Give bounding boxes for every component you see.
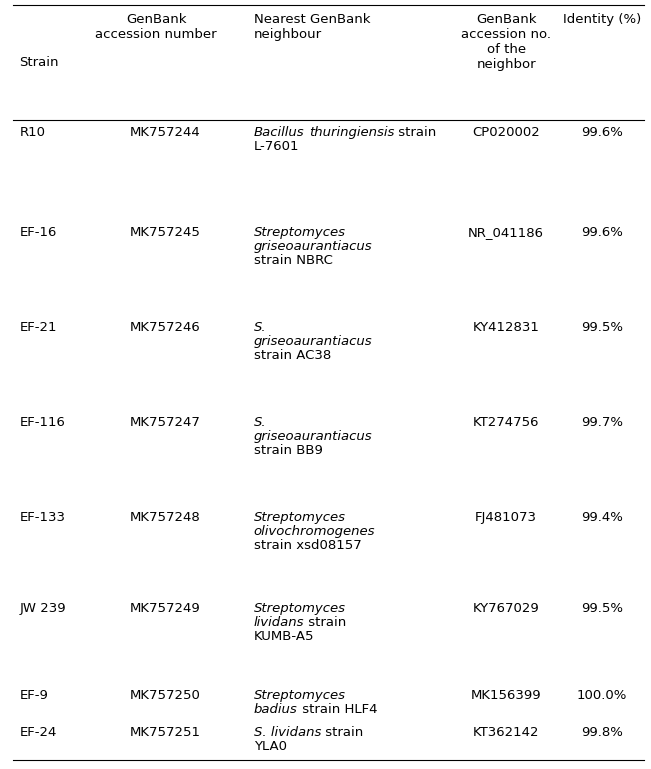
Text: Nearest GenBank
neighbour: Nearest GenBank neighbour (254, 13, 370, 41)
Text: R10: R10 (20, 126, 46, 139)
Text: 99.5%: 99.5% (581, 602, 623, 615)
Text: MK757250: MK757250 (130, 689, 201, 702)
Text: 99.6%: 99.6% (581, 226, 623, 239)
Text: KY412831: KY412831 (473, 321, 540, 335)
Text: EF-133: EF-133 (20, 511, 66, 524)
Text: MK757247: MK757247 (130, 416, 201, 429)
Text: MK757244: MK757244 (130, 126, 201, 139)
Text: 99.5%: 99.5% (581, 321, 623, 335)
Text: strain HLF4: strain HLF4 (298, 703, 377, 716)
Text: strain xsd08157: strain xsd08157 (254, 539, 362, 551)
Text: strain: strain (321, 726, 363, 739)
Text: badius: badius (254, 703, 298, 716)
Text: griseoaurantiacus: griseoaurantiacus (254, 430, 372, 443)
Text: JW 239: JW 239 (20, 602, 66, 615)
Text: 100.0%: 100.0% (577, 689, 628, 702)
Text: Streptomyces: Streptomyces (254, 689, 346, 702)
Text: CP020002: CP020002 (472, 126, 540, 139)
Text: 99.7%: 99.7% (581, 416, 623, 429)
Text: strain NBRC: strain NBRC (254, 254, 333, 267)
Text: EF-21: EF-21 (20, 321, 57, 335)
Text: griseoaurantiacus: griseoaurantiacus (254, 335, 372, 348)
Text: Identity (%): Identity (%) (563, 13, 641, 25)
Text: 99.6%: 99.6% (581, 126, 623, 139)
Text: strain: strain (305, 616, 346, 629)
Text: strain BB9: strain BB9 (254, 444, 323, 457)
Text: S.: S. (254, 416, 266, 429)
Text: MK757246: MK757246 (130, 321, 201, 335)
Text: FJ481073: FJ481073 (475, 511, 537, 524)
Text: S. lividans: S. lividans (254, 726, 321, 739)
Text: MK757249: MK757249 (130, 602, 201, 615)
Text: MK757245: MK757245 (130, 226, 201, 239)
Text: EF-24: EF-24 (20, 726, 57, 739)
Text: olivochromogenes: olivochromogenes (254, 525, 376, 538)
Text: EF-16: EF-16 (20, 226, 57, 239)
Text: 99.8%: 99.8% (581, 726, 623, 739)
Text: Strain: Strain (20, 56, 59, 69)
Text: GenBank
accession no.
of the
neighbor: GenBank accession no. of the neighbor (461, 13, 551, 71)
Text: Streptomyces: Streptomyces (254, 226, 346, 239)
Text: KT362142: KT362142 (473, 726, 540, 739)
Text: EF-116: EF-116 (20, 416, 65, 429)
Text: griseoaurantiacus: griseoaurantiacus (254, 240, 372, 253)
Text: YLA0: YLA0 (254, 740, 287, 753)
Text: EF-9: EF-9 (20, 689, 48, 702)
Text: KY767029: KY767029 (473, 602, 540, 615)
Text: lividans: lividans (254, 616, 305, 629)
Text: NR_041186: NR_041186 (468, 226, 544, 239)
Text: MK757251: MK757251 (130, 726, 201, 739)
Text: GenBank
accession number: GenBank accession number (96, 13, 217, 41)
Text: KT274756: KT274756 (473, 416, 540, 429)
Text: Bacillus: Bacillus (254, 126, 305, 139)
Text: MK156399: MK156399 (471, 689, 542, 702)
Text: KUMB-A5: KUMB-A5 (254, 630, 314, 643)
Text: L-7601: L-7601 (254, 140, 299, 153)
Text: S.: S. (254, 321, 266, 335)
Text: Streptomyces: Streptomyces (254, 511, 346, 524)
Text: thuringiensis: thuringiensis (309, 126, 394, 139)
Text: MK757248: MK757248 (130, 511, 201, 524)
Text: Streptomyces: Streptomyces (254, 602, 346, 615)
Text: strain AC38: strain AC38 (254, 348, 331, 361)
Text: 99.4%: 99.4% (581, 511, 623, 524)
Text: strain: strain (394, 126, 436, 139)
